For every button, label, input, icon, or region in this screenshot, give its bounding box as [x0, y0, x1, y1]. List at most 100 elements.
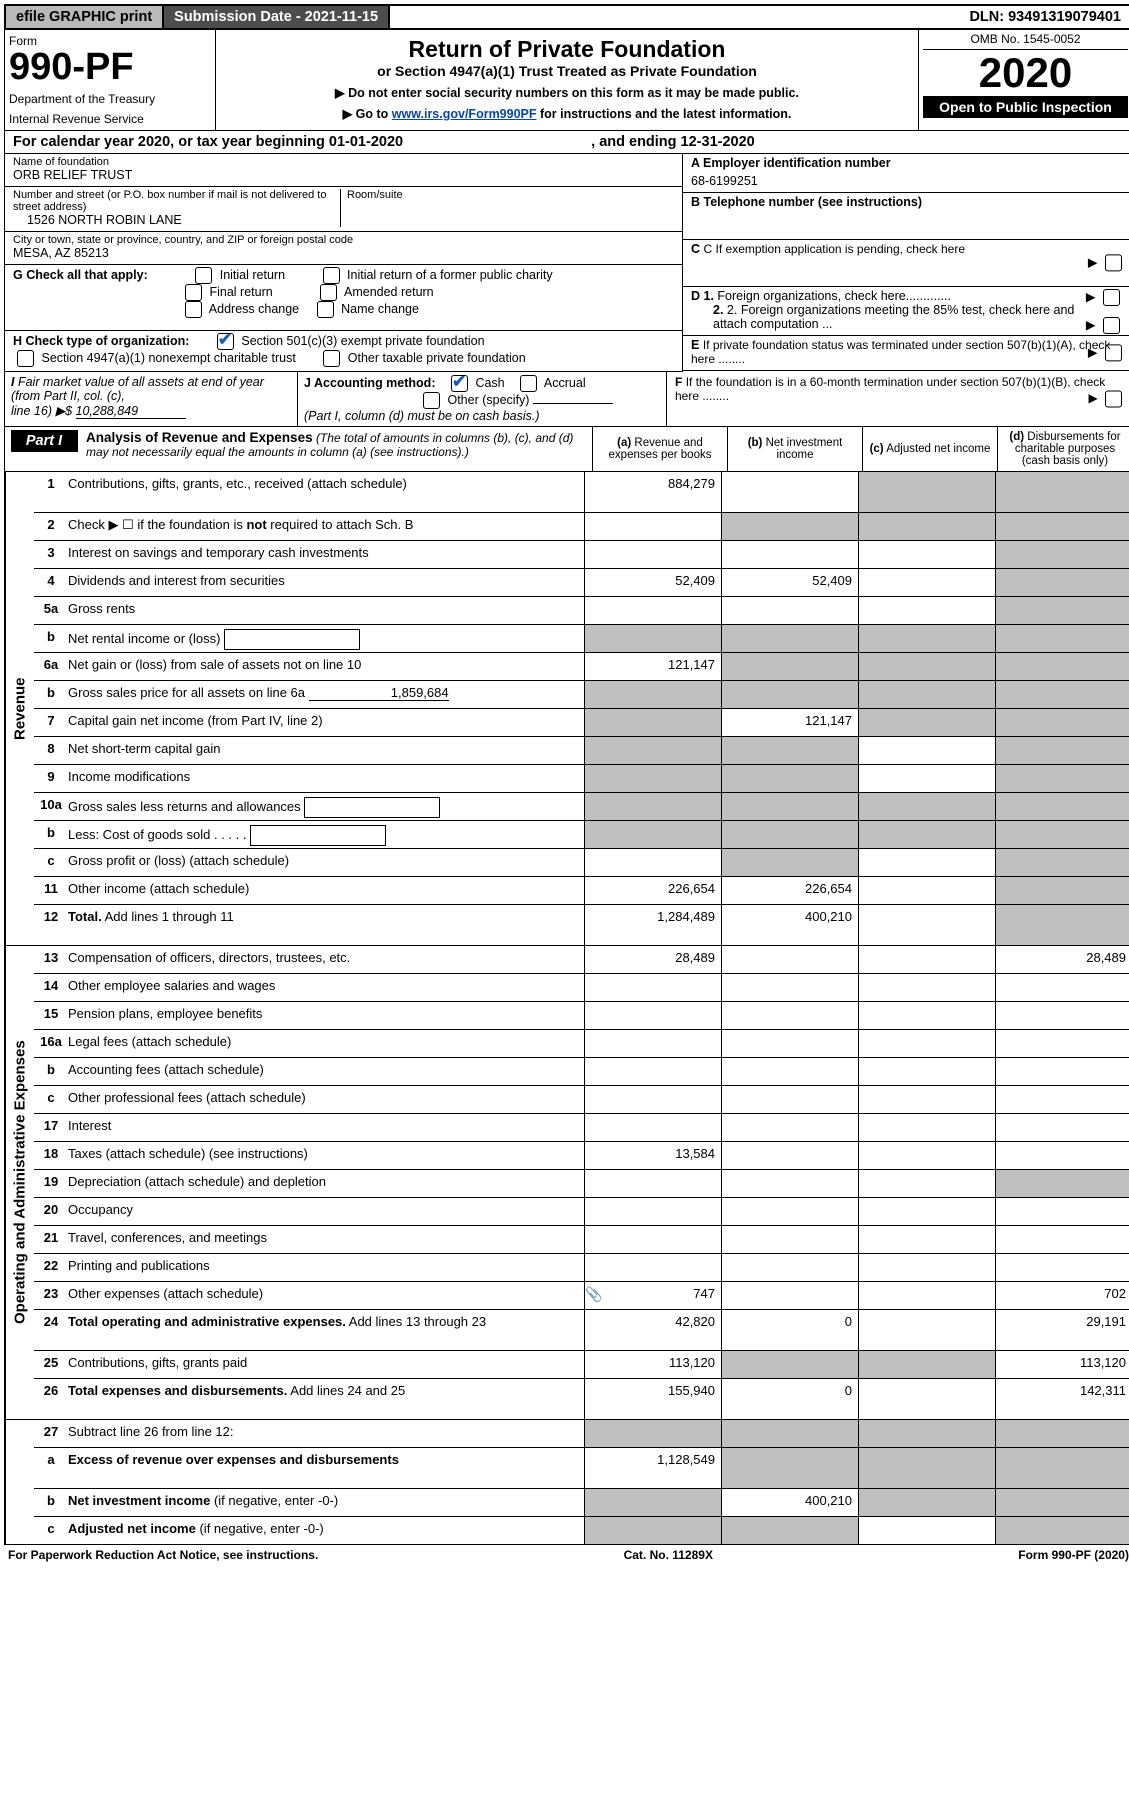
check-other-taxable[interactable]: [323, 350, 340, 367]
check-initial-former[interactable]: [323, 267, 340, 284]
line-4-col-b: 52,409: [721, 569, 858, 596]
foundation-name: ORB RELIEF TRUST: [13, 168, 674, 182]
line-8-col-a: [584, 737, 721, 764]
line-26-col-d: 142,311: [995, 1379, 1129, 1419]
line-8-col-c: [858, 737, 995, 764]
check-501c3[interactable]: [217, 333, 234, 350]
section-ijf: I Fair market value of all assets at end…: [4, 372, 1129, 427]
line-b-col-b: [721, 681, 858, 708]
line-12-col-d: [995, 905, 1129, 945]
ein: 68-6199251: [691, 170, 1124, 188]
line-b: bAccounting fees (attach schedule): [34, 1058, 1129, 1086]
street-address: 1526 NORTH ROBIN LANE: [13, 213, 340, 227]
dept-treasury: Department of the Treasury: [9, 92, 207, 106]
line-c: cOther professional fees (attach schedul…: [34, 1086, 1129, 1114]
line-23-label: Other expenses (attach schedule): [68, 1282, 584, 1309]
line-c-col-c: [858, 1086, 995, 1113]
line-19-col-d: [995, 1170, 1129, 1197]
line-b-col-d: [995, 1489, 1129, 1516]
line-16a-col-d: [995, 1030, 1129, 1057]
line-10a-col-a: [584, 793, 721, 820]
line-25-col-b: [721, 1351, 858, 1378]
irs-link[interactable]: www.irs.gov/Form990PF: [392, 107, 537, 121]
section-i: I Fair market value of all assets at end…: [5, 372, 297, 426]
col-d-header: (d) Disbursements for charitable purpose…: [997, 427, 1129, 471]
line-b-label: Accounting fees (attach schedule): [68, 1058, 584, 1085]
line-24-col-b: 0: [721, 1310, 858, 1350]
line-b-col-a: [584, 1058, 721, 1085]
line-c: cGross profit or (loss) (attach schedule…: [34, 849, 1129, 877]
line-23-col-d: 702: [995, 1282, 1129, 1309]
form-ref: Form 990-PF (2020): [1018, 1548, 1129, 1562]
line-22-label: Printing and publications: [68, 1254, 584, 1281]
line-16a-col-c: [858, 1030, 995, 1057]
line-27-col-d: [995, 1420, 1129, 1447]
section-d: D 1. Foreign organizations, check here..…: [683, 287, 1129, 336]
line-b-col-c: [858, 625, 995, 652]
check-status-terminated[interactable]: [1105, 345, 1122, 362]
section-g: G Check all that apply: Initial return I…: [5, 265, 682, 331]
line-2: 2Check ▶ ☐ if the foundation is not requ…: [34, 513, 1129, 541]
check-final-return[interactable]: [185, 284, 202, 301]
line-2-col-d: [995, 513, 1129, 540]
line-25-col-c: [858, 1351, 995, 1378]
line-20: 20Occupancy: [34, 1198, 1129, 1226]
line-16a-col-a: [584, 1030, 721, 1057]
line-b-col-a: [584, 1489, 721, 1516]
col-c-header: (c) Adjusted net income: [862, 427, 997, 471]
line-8-label: Net short-term capital gain: [68, 737, 584, 764]
check-name-change[interactable]: [317, 301, 334, 318]
line-15: 15Pension plans, employee benefits: [34, 1002, 1129, 1030]
line-23: 23Other expenses (attach schedule)📎74770…: [34, 1282, 1129, 1310]
line-7-col-d: [995, 709, 1129, 736]
check-4947a1[interactable]: [17, 350, 34, 367]
line-16a-col-b: [721, 1030, 858, 1057]
efile-label[interactable]: efile GRAPHIC print: [6, 6, 164, 28]
line-14-col-c: [858, 974, 995, 1001]
telephone-cell: B Telephone number (see instructions): [683, 193, 1129, 240]
line-13: 13Compensation of officers, directors, t…: [34, 946, 1129, 974]
check-foreign-org[interactable]: [1103, 289, 1120, 306]
fmv-assets: 10,288,849: [76, 404, 186, 419]
check-accrual[interactable]: [520, 375, 537, 392]
line-17-col-b: [721, 1114, 858, 1141]
irs-label: Internal Revenue Service: [9, 112, 207, 126]
line-1: 1Contributions, gifts, grants, etc., rec…: [34, 472, 1129, 513]
line-b-col-b: [721, 625, 858, 652]
line-10a-col-d: [995, 793, 1129, 820]
check-60month[interactable]: [1105, 391, 1122, 408]
line-17: 17Interest: [34, 1114, 1129, 1142]
check-address-change[interactable]: [185, 301, 202, 318]
line-10a-col-c: [858, 793, 995, 820]
line-3-label: Interest on savings and temporary cash i…: [68, 541, 584, 568]
line-19-label: Depreciation (attach schedule) and deple…: [68, 1170, 584, 1197]
check-cash[interactable]: [451, 375, 468, 392]
line-1-col-d: [995, 472, 1129, 512]
omb-number: OMB No. 1545-0052: [923, 32, 1128, 50]
check-initial-return[interactable]: [195, 267, 212, 284]
line-8: 8Net short-term capital gain: [34, 737, 1129, 765]
line-b: bLess: Cost of goods sold . . . . .: [34, 821, 1129, 849]
line-15-col-c: [858, 1002, 995, 1029]
line-9-col-b: [721, 765, 858, 792]
line-24-col-c: [858, 1310, 995, 1350]
line-4: 4Dividends and interest from securities5…: [34, 569, 1129, 597]
check-other-method[interactable]: [423, 392, 440, 409]
line-26-col-b: 0: [721, 1379, 858, 1419]
line-17-col-d: [995, 1114, 1129, 1141]
line-6a-col-b: [721, 653, 858, 680]
col-a-header: (a) Revenue and expenses per books: [592, 427, 727, 471]
line-3-col-a: [584, 541, 721, 568]
paperwork-notice: For Paperwork Reduction Act Notice, see …: [8, 1548, 318, 1562]
line-c-label: Other professional fees (attach schedule…: [68, 1086, 584, 1113]
street-address-cell: Number and street (or P.O. box number if…: [5, 187, 682, 232]
city-cell: City or town, state or province, country…: [5, 232, 682, 265]
attachment-icon[interactable]: 📎: [585, 1286, 602, 1303]
check-exemption-pending[interactable]: [1105, 255, 1122, 272]
ein-cell: A Employer identification number 68-6199…: [683, 154, 1129, 193]
check-amended[interactable]: [320, 284, 337, 301]
line-1-label: Contributions, gifts, grants, etc., rece…: [68, 472, 584, 512]
line-6a-col-d: [995, 653, 1129, 680]
line-17-col-c: [858, 1114, 995, 1141]
check-85pct[interactable]: [1103, 317, 1120, 334]
